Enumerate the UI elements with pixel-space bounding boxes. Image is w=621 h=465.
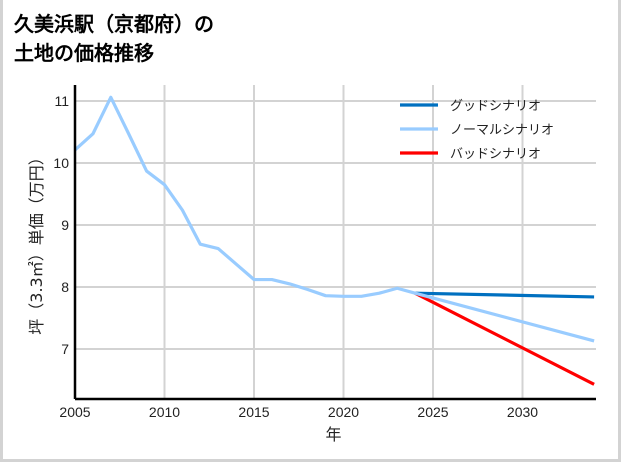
- legend-label: バッドシナリオ: [450, 147, 541, 162]
- data-lines: [73, 95, 595, 386]
- y-tick-label: 10: [53, 155, 69, 171]
- axes: 2005 2010 2015 2020 2025 2030 7 8 9 10 11 年 坪（3.3㎡）単…: [27, 85, 596, 444]
- chart-title: 久美浜駅（京都府）の 土地の価格推移: [14, 10, 214, 68]
- y-tick-label: 9: [61, 217, 69, 233]
- x-tick-label: 2005: [59, 404, 90, 420]
- x-tick-label: 2015: [238, 404, 269, 420]
- series-line: [415, 291, 595, 299]
- y-tick-label: 8: [61, 279, 69, 295]
- chart-title-line1: 久美浜駅（京都府）の: [14, 12, 214, 36]
- x-tick-label: 2010: [149, 404, 180, 420]
- legend-label: ノーマルシナリオ: [450, 123, 554, 138]
- grid-lines: [75, 85, 596, 399]
- chart-title-line2: 土地の価格推移: [14, 41, 154, 65]
- legend-label: グッドシナリオ: [450, 99, 541, 114]
- series-line: [414, 291, 595, 386]
- x-tick-label: 2030: [507, 404, 538, 420]
- x-tick-label: 2020: [328, 404, 359, 420]
- series-line: [73, 95, 595, 343]
- y-axis-label: 坪（3.3㎡）単価（万円）: [27, 149, 46, 334]
- y-tick-label: 7: [61, 341, 69, 357]
- x-tick-label: 2025: [417, 404, 448, 420]
- x-axis-label: 年: [325, 425, 341, 444]
- y-tick-label: 11: [54, 93, 69, 109]
